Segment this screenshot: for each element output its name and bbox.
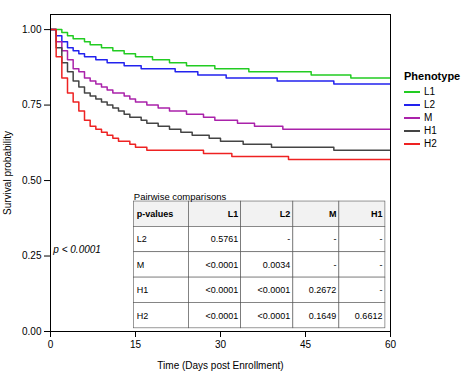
svg-text:0.75: 0.75: [22, 99, 42, 110]
html-text:L1: L1: [424, 86, 436, 97]
svg-text:-: -: [379, 234, 382, 244]
html-text:H1: H1: [424, 125, 437, 136]
svg-text:0.2672: 0.2672: [309, 285, 337, 295]
svg-text:0.0034: 0.0034: [263, 260, 291, 270]
svg-text:L2: L2: [280, 209, 291, 219]
svg-text:<0.0001: <0.0001: [205, 285, 238, 295]
svg-text:-: -: [379, 260, 382, 270]
svg-text:0.00: 0.00: [22, 326, 42, 337]
svg-text:p < 0.0001: p < 0.0001: [52, 244, 101, 255]
svg-text:<0.0001: <0.0001: [205, 311, 238, 321]
svg-text:0: 0: [48, 339, 54, 350]
svg-text:<0.0001: <0.0001: [258, 311, 291, 321]
svg-text:H2: H2: [137, 311, 149, 321]
svg-text:15: 15: [130, 339, 142, 350]
svg-text:1.00: 1.00: [22, 24, 42, 35]
svg-text:p-values: p-values: [137, 209, 174, 219]
html-text:Phenotype: Phenotype: [404, 70, 461, 82]
html-text:H2: H2: [424, 138, 437, 149]
svg-text:H1: H1: [371, 209, 383, 219]
svg-text:Pairwise comparisons: Pairwise comparisons: [134, 191, 227, 202]
svg-text:0.1649: 0.1649: [309, 311, 337, 321]
svg-text:45: 45: [300, 339, 312, 350]
html-text:M: M: [424, 112, 433, 123]
svg-text:<0.0001: <0.0001: [258, 285, 291, 295]
svg-text:0.50: 0.50: [22, 175, 42, 186]
svg-text:30: 30: [215, 339, 227, 350]
svg-text:M: M: [329, 209, 337, 219]
svg-text:-: -: [379, 285, 382, 295]
svg-text:0.6612: 0.6612: [355, 311, 383, 321]
svg-text:-: -: [333, 234, 336, 244]
html-text:L2: L2: [424, 99, 436, 110]
svg-text:0.5761: 0.5761: [211, 234, 239, 244]
svg-text:-: -: [333, 260, 336, 270]
svg-text:Time (Days post Enrollment): Time (Days post Enrollment): [157, 360, 283, 371]
svg-text:0.25: 0.25: [22, 250, 42, 261]
svg-text:Survival probability: Survival probability: [2, 131, 13, 215]
svg-text:H1: H1: [137, 285, 149, 295]
svg-text:60: 60: [385, 339, 397, 350]
svg-text:L1: L1: [228, 209, 239, 219]
svg-text:M: M: [137, 260, 145, 270]
svg-text:L2: L2: [137, 234, 147, 244]
svg-text:-: -: [287, 234, 290, 244]
svg-text:<0.0001: <0.0001: [205, 260, 238, 270]
